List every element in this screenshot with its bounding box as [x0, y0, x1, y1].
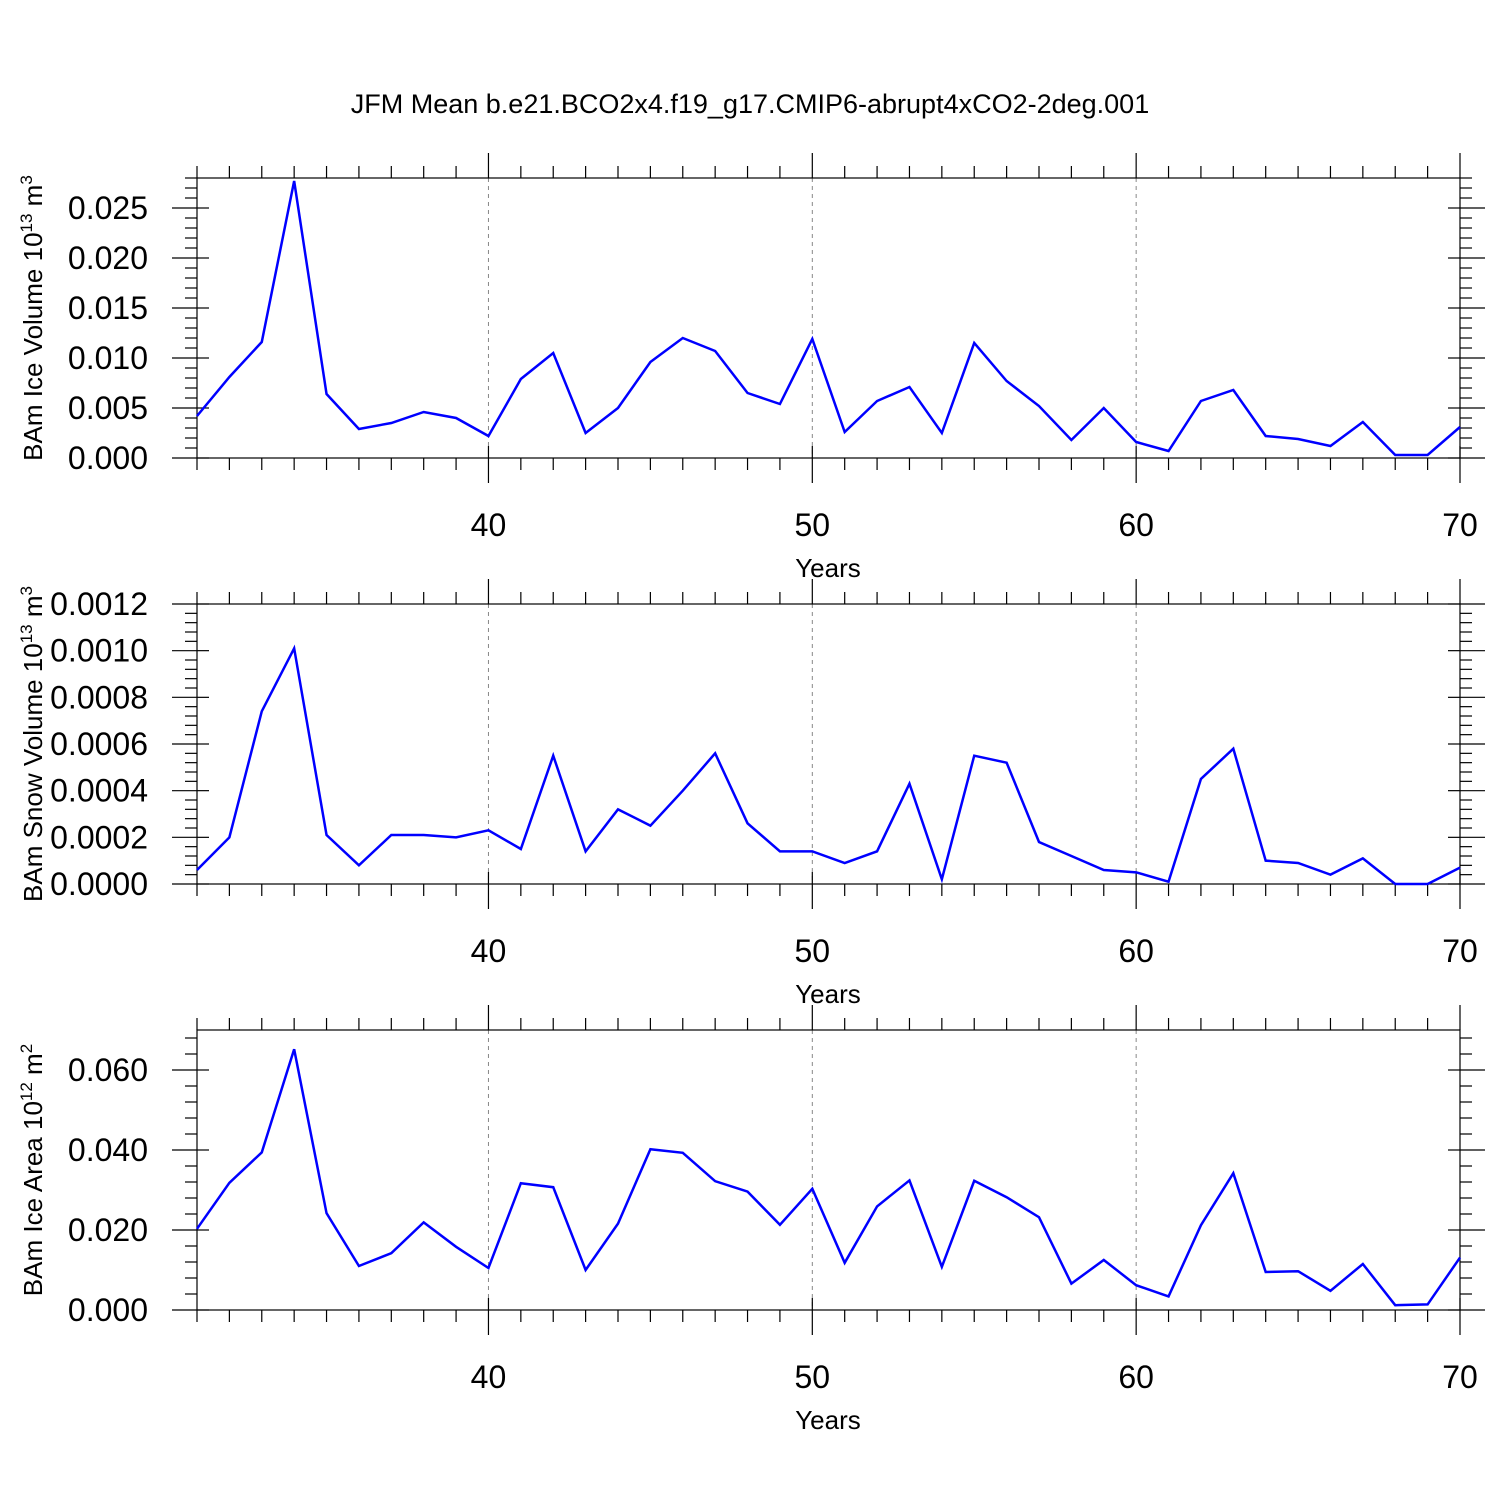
- y-axis-title-unit-exponent: 3: [17, 586, 36, 595]
- y-axis-title-text: BAm Ice Volume 10: [18, 232, 48, 460]
- x-tick-label: 60: [1118, 1359, 1154, 1395]
- series-line: [196, 180, 1461, 457]
- x-tick-label: 40: [471, 1359, 507, 1395]
- series-line: [195, 1048, 1462, 1307]
- y-axis-title-unit: m: [18, 595, 48, 624]
- x-tick-label: 70: [1442, 933, 1478, 969]
- y-tick-label: 0.025: [68, 190, 148, 226]
- x-axis-title: Years: [795, 553, 861, 583]
- x-axis-title: Years: [795, 979, 861, 1009]
- y-tick-label: 0.000: [68, 440, 148, 476]
- x-tick-label: 60: [1118, 507, 1154, 543]
- y-axis-title-unit-exponent: 2: [17, 1044, 36, 1053]
- y-tick-label: 0.005: [68, 390, 148, 426]
- plot-frame: [196, 177, 1461, 459]
- y-axis-title: BAm Snow Volume 1013 m3: [17, 586, 48, 902]
- y-tick-label: 0.015: [68, 290, 148, 326]
- y-axis-title-exponent: 13: [17, 214, 36, 233]
- y-tick-label: 0.020: [68, 1212, 148, 1248]
- x-tick-label: 70: [1442, 1359, 1478, 1395]
- x-tick-label: 50: [795, 933, 831, 969]
- plot-frame: [196, 1029, 1461, 1311]
- y-axis-title-exponent: 12: [17, 1082, 36, 1101]
- y-tick-label: 0.0000: [50, 866, 148, 902]
- chart-title: JFM Mean b.e21.BCO2x4.f19_g17.CMIP6-abru…: [351, 89, 1149, 119]
- y-tick-label: 0.0004: [50, 773, 148, 809]
- y-tick-label: 0.040: [68, 1132, 148, 1168]
- x-tick-label: 70: [1442, 507, 1478, 543]
- x-tick-label: 50: [795, 507, 831, 543]
- y-tick-label: 0.0006: [50, 726, 148, 762]
- y-tick-label: 0.0002: [50, 819, 148, 855]
- y-tick-label: 0.060: [68, 1052, 148, 1088]
- plot-frame: [196, 603, 1461, 885]
- x-tick-label: 40: [471, 507, 507, 543]
- y-tick-label: 0.0010: [50, 633, 148, 669]
- y-tick-label: 0.0008: [50, 679, 148, 715]
- y-axis-title: BAm Ice Volume 1013 m3: [17, 175, 48, 461]
- y-axis-title: BAm Ice Area 1012 m2: [17, 1044, 48, 1296]
- x-tick-label: 40: [471, 933, 507, 969]
- y-axis-title-exponent: 13: [17, 624, 36, 643]
- x-axis-title: Years: [795, 1405, 861, 1435]
- y-tick-label: 0.0012: [50, 586, 148, 622]
- y-axis-title-unit: m: [18, 185, 48, 214]
- x-tick-label: 60: [1118, 933, 1154, 969]
- panel-3: 40 50 60 70 0.000 0.020 0.040 0.060 Years BAm Ice…: [17, 1005, 1485, 1435]
- y-axis-title-unit: m: [18, 1053, 48, 1082]
- y-axis-title-unit-exponent: 3: [17, 175, 36, 184]
- chart-panels: 40 50 60 70 0.000 0.005 0.010 0.015 0.020 0.025 Ye…: [17, 153, 1485, 1435]
- panel-1: 40 50 60 70 0.000 0.005 0.010 0.015 0.020 0.025 Ye…: [17, 153, 1485, 583]
- series-line: [196, 644, 1461, 886]
- y-tick-label: 0.010: [68, 340, 148, 376]
- panel-2: 40 50 60 70 0.0000 0.0002 0.0004 0.0006 0.0008 0.…: [17, 579, 1485, 1009]
- y-axis-title-text: BAm Snow Volume 10: [18, 643, 48, 902]
- y-tick-label: 0.020: [68, 240, 148, 276]
- x-tick-label: 50: [795, 1359, 831, 1395]
- y-tick-label: 0.000: [68, 1292, 148, 1328]
- y-axis-title-text: BAm Ice Area 10: [18, 1101, 48, 1296]
